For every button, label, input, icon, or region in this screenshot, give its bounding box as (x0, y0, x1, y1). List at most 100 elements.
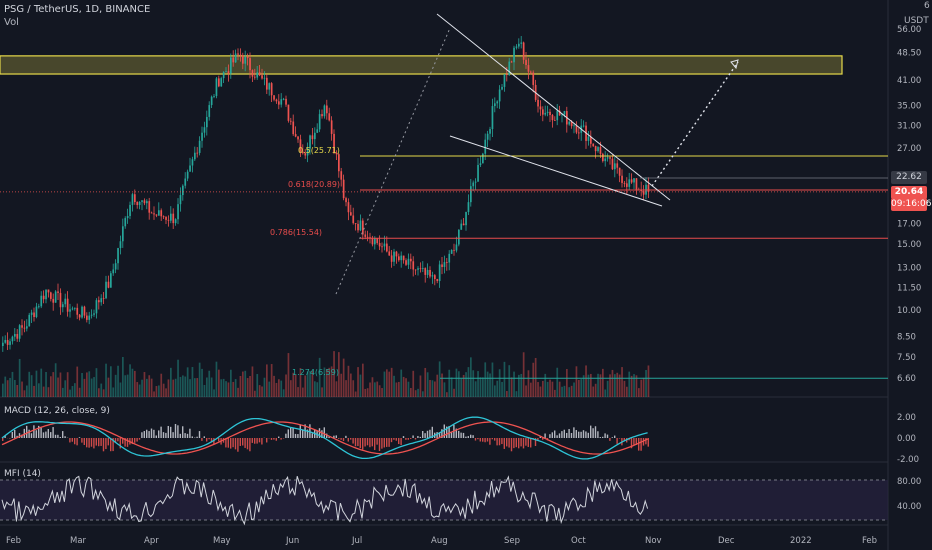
macd-histogram-bar (62, 431, 64, 438)
candle-body (546, 111, 549, 113)
candle-body (575, 125, 578, 133)
volume-bar (246, 378, 249, 397)
candle-body (400, 255, 403, 261)
macd-histogram-bar (544, 433, 546, 438)
macd-histogram-bar (165, 432, 167, 438)
volume-bar (575, 366, 578, 397)
volume-bar (549, 379, 551, 397)
volume-bar (184, 376, 187, 397)
macd-histogram-bar (551, 432, 553, 438)
candle-body (369, 237, 371, 239)
volume-bar (446, 392, 448, 397)
volume-bar (189, 379, 191, 397)
volume-bar (297, 387, 299, 397)
volume-bar (162, 383, 165, 397)
candle-body (429, 269, 431, 277)
macd-histogram-bar (635, 438, 637, 446)
candle-body (244, 56, 247, 64)
volume-bar (143, 372, 146, 397)
candle-body (285, 98, 287, 105)
candle-body (21, 325, 23, 328)
volume-bar (299, 368, 302, 397)
volume-bar (122, 356, 124, 397)
candle-body (93, 313, 95, 315)
volume-bar (460, 378, 463, 397)
marker-price-tag: 22.62 (891, 171, 927, 184)
candle-body (359, 220, 362, 231)
volume-bar (218, 369, 220, 397)
fib-label: 0.618(20.89) (288, 180, 340, 189)
candle-body (150, 212, 153, 214)
candle-body (328, 113, 331, 121)
volume-bar (443, 382, 446, 397)
volume-bar (467, 367, 470, 397)
macd-histogram-bar (515, 438, 517, 448)
volume-bar (52, 372, 55, 397)
candle-body (597, 147, 599, 152)
volume-bar (21, 381, 23, 397)
macd-histogram-bar (256, 438, 258, 444)
candle-body (155, 214, 158, 216)
macd-histogram-bar (9, 438, 11, 439)
symbol-title[interactable]: PSG / TetherUS, 1D, BINANCE (4, 4, 151, 15)
macd-histogram-bar (311, 433, 313, 438)
macd-histogram-bar (290, 427, 292, 438)
macd-histogram-bar (117, 438, 119, 442)
mfi-label[interactable]: MFI (14) (4, 469, 41, 479)
volume-bar (606, 380, 609, 397)
volume-bar (76, 366, 79, 397)
volume-bar (561, 386, 563, 397)
candle-body (42, 295, 45, 300)
macd-histogram-bar (278, 436, 280, 438)
wedge-upper-line (436, 13, 671, 201)
candle-body (234, 53, 237, 63)
volume-bar (311, 370, 314, 397)
candle-body (628, 179, 631, 187)
volume-bar (208, 370, 211, 397)
time-tick-label: Feb (862, 536, 877, 546)
macd-histogram-bar (414, 438, 417, 440)
volume-bar (338, 352, 340, 397)
macd-histogram-bar (371, 438, 373, 447)
candle-body (388, 251, 391, 256)
macd-histogram-bar (424, 433, 426, 438)
volume-bar (86, 372, 88, 397)
macd-histogram-bar (90, 438, 93, 447)
candle-body (330, 120, 333, 134)
volume-bar (270, 364, 273, 397)
volume-bar (594, 383, 597, 397)
macd-histogram-bar (508, 438, 510, 448)
macd-histogram-bar (479, 438, 481, 442)
resistance-zone (0, 55, 843, 75)
macd-histogram-bar (266, 438, 268, 443)
candle-body (554, 120, 556, 121)
macd-histogram-bar (196, 436, 198, 438)
candle-body (222, 71, 225, 79)
macd-histogram-bar (326, 433, 328, 438)
macd-histogram-bar (599, 437, 601, 438)
candle-body (239, 54, 242, 56)
macd-histogram-bar (126, 438, 129, 447)
candle-body (304, 153, 307, 156)
volume-bar (88, 371, 91, 397)
candle-body (131, 194, 134, 205)
candle-body (50, 292, 52, 299)
volume-bar (501, 381, 503, 397)
candle-body (2, 342, 4, 347)
candle-body (136, 201, 139, 206)
candle-body (278, 101, 280, 105)
volume-bar (112, 387, 115, 397)
volume-bar (352, 380, 355, 397)
candle-body (352, 215, 355, 224)
candle-body (621, 175, 623, 183)
price-tick-label: 56.00 (897, 25, 921, 35)
volume-bar (186, 367, 189, 397)
macd-histogram-bar (436, 432, 438, 438)
volume-bar (532, 362, 535, 397)
volume-bar (237, 387, 239, 397)
macd-histogram-bar (50, 432, 52, 438)
macd-tick-label: 0.00 (897, 434, 916, 444)
macd-label[interactable]: MACD (12, 26, close, 9) (4, 406, 110, 416)
candle-body (95, 300, 98, 314)
